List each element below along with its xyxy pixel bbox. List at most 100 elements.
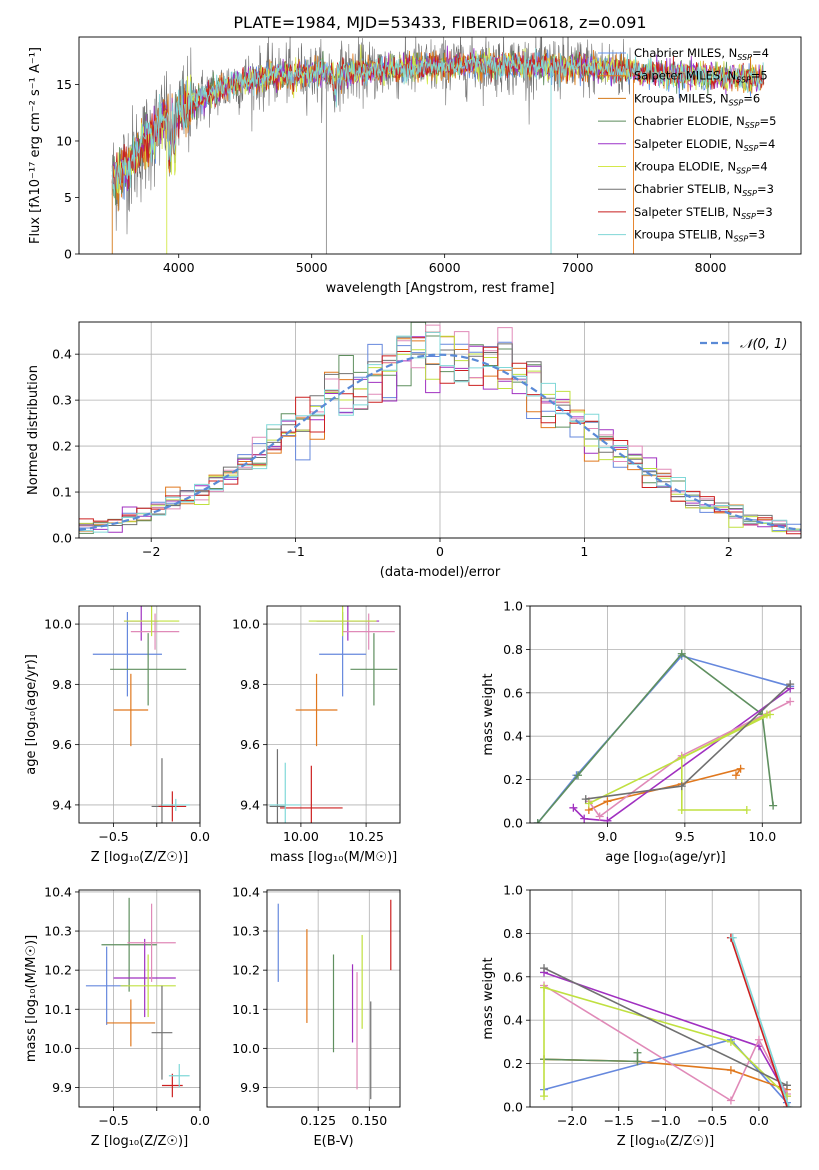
weight-marker: [786, 680, 795, 689]
x-tick-label: −2.0: [557, 1113, 587, 1128]
histograms: [79, 322, 801, 535]
mass_vs_ebv-panel: 0.125 0.150 9.9 10.0 10.1 10.2 10.3 10.4 E(B-V): [232, 884, 401, 1149]
legend-label: 𝒩(0, 1): [740, 337, 787, 352]
x-tick-label: 0.0: [190, 829, 210, 844]
axes-frame: [266, 605, 401, 824]
weight-marker: [736, 764, 745, 773]
weight-marker: [742, 805, 751, 814]
weight-marker: [769, 801, 778, 810]
weight-marker: [595, 812, 604, 821]
weight-marker: [581, 795, 590, 804]
x-tick-label: 4000: [163, 260, 195, 275]
weight-marker: [786, 697, 795, 706]
y-tick-label: 9.4: [52, 797, 72, 812]
y-tick-label: 10.3: [44, 924, 72, 939]
weight-series-6: [543, 967, 788, 1087]
axes-frame: [529, 889, 802, 1108]
y-tick-label: 5: [64, 190, 72, 205]
x-tick-label: 10.25: [348, 829, 384, 844]
y-tick-label: 10.1: [44, 1002, 72, 1017]
spectrum-panel: 4000 5000 6000 7000 8000 0 5 10 15 wavelength [An…: [28, 36, 802, 296]
x-tick-label: 0.0: [749, 1113, 769, 1128]
spectrum-legend: Chabrier MILES, NSSP=4 Salpeter MILES, NS…: [598, 46, 776, 244]
weight-marker: [584, 799, 593, 808]
y-tick-label: 0.4: [503, 729, 523, 744]
y-tick-label: 0.4: [503, 1013, 523, 1028]
y-tick-label: 0.0: [503, 816, 523, 831]
weight_vs_age-panel: 9.0 9.5 10.0 0.0 0.2 0.4 0.6 0.8 1.0 age [log₁₀(a…: [481, 599, 802, 865]
weight_vs_Z-panel: −2.0 −1.5 −1.0 −0.5 0.0 0.0 0.2 0.4 0.6 0.8 1.0 Z […: [481, 883, 802, 1149]
weight-series-4: [588, 700, 791, 818]
axes-frame: [529, 605, 802, 824]
y-axis-label: Normed distribution: [26, 365, 41, 495]
weight-series-5: [543, 986, 788, 1097]
weight-marker: [574, 771, 583, 780]
age_vs_mass-panel: 10.00 10.25 9.4 9.6 9.8 10.0 mass [log₁₀(M/M☉)…: [232, 605, 401, 865]
x-axis-label: (data-model)/error: [380, 565, 501, 580]
legend-label: Chabrier STELIB, NSSP=3: [634, 182, 774, 198]
y-tick-label: 9.9: [240, 1080, 260, 1095]
weight-marker: [731, 771, 740, 780]
x-tick-label: 10.0: [748, 829, 776, 844]
y-tick-label: 0.8: [503, 926, 523, 941]
x-tick-label: 0.150: [351, 1113, 387, 1128]
weight-marker: [580, 814, 589, 823]
error-bars: [92, 606, 190, 823]
y-tick-label: 1.0: [503, 883, 523, 898]
y-tick-label: 0.0: [503, 1100, 523, 1115]
x-tick-label: 5000: [296, 260, 328, 275]
x-tick-label: 7000: [562, 260, 594, 275]
y-tick-label: 15: [56, 77, 72, 92]
weight-lines: [540, 933, 793, 1107]
weight-marker: [533, 819, 542, 823]
weight-series-8: [732, 937, 790, 1107]
y-tick-label: 0.6: [503, 685, 523, 700]
weight-marker: [726, 1066, 735, 1075]
y-tick-label: 10.0: [44, 1041, 72, 1056]
y-tick-label: 0.0: [52, 531, 72, 546]
x-axis-label: mass [log₁₀(M/M☉)]: [270, 850, 397, 865]
weight-marker: [677, 753, 686, 762]
x-tick-label: 2: [725, 544, 733, 559]
x-axis-label: age [log₁₀(age/yr)]: [605, 850, 726, 865]
y-tick-label: 0.6: [503, 969, 523, 984]
age_vs_Z-panel: −0.5 0.0 9.4 9.6 9.8 10.0 Z [log₁₀(Z/Z☉)] age […: [24, 605, 210, 865]
y-tick-label: 9.4: [240, 797, 260, 812]
y-tick-label: 9.6: [52, 737, 72, 752]
x-axis-label: Z [log₁₀(Z/Z☉)]: [91, 1134, 188, 1149]
legend-label: Salpeter MILES, NSSP=5: [634, 69, 768, 85]
weight-marker: [726, 1096, 735, 1105]
x-tick-label: 8000: [695, 260, 727, 275]
normal-curve: [79, 353, 801, 531]
figure-title: PLATE=1984, MJD=53433, FIBERID=0618, z=0…: [233, 13, 646, 32]
y-tick-label: 10.0: [232, 1041, 260, 1056]
y-tick-label: 10.4: [44, 884, 72, 899]
weight-marker: [633, 1057, 642, 1066]
weight-marker: [569, 803, 578, 812]
error-bars: [85, 897, 190, 1098]
spectrum-lines: [111, 37, 765, 254]
legend-label: Kroupa MILES, NSSP=6: [634, 91, 760, 107]
y-tick-label: 9.9: [52, 1080, 72, 1095]
error-bars: [277, 899, 392, 1100]
x-tick-label: −1.5: [604, 1113, 634, 1128]
weight-marker: [677, 805, 686, 814]
y-tick-label: 0.2: [503, 1056, 523, 1071]
legend-label: Salpeter ELODIE, NSSP=4: [634, 137, 775, 153]
weight-series-2: [537, 652, 774, 823]
y-tick-label: 0.2: [503, 772, 523, 787]
y-axis-label: mass [log₁₀(M/M☉)]: [24, 935, 39, 1062]
y-tick-label: 10.2: [44, 963, 72, 978]
x-axis-label: wavelength [Angstrom, rest frame]: [326, 281, 555, 296]
y-tick-label: 10.0: [44, 617, 72, 632]
y-tick-label: 10: [56, 133, 72, 148]
legend-label: Salpeter STELIB, NSSP=3: [634, 205, 773, 221]
histogram-series-8: [79, 331, 801, 533]
x-tick-label: −0.5: [98, 1113, 128, 1128]
weight-marker: [603, 797, 612, 806]
y-axis-label: mass weight: [481, 957, 496, 1039]
y-tick-label: 0: [64, 247, 72, 262]
weight-marker: [782, 1081, 791, 1090]
weight-series-7: [730, 937, 788, 1107]
